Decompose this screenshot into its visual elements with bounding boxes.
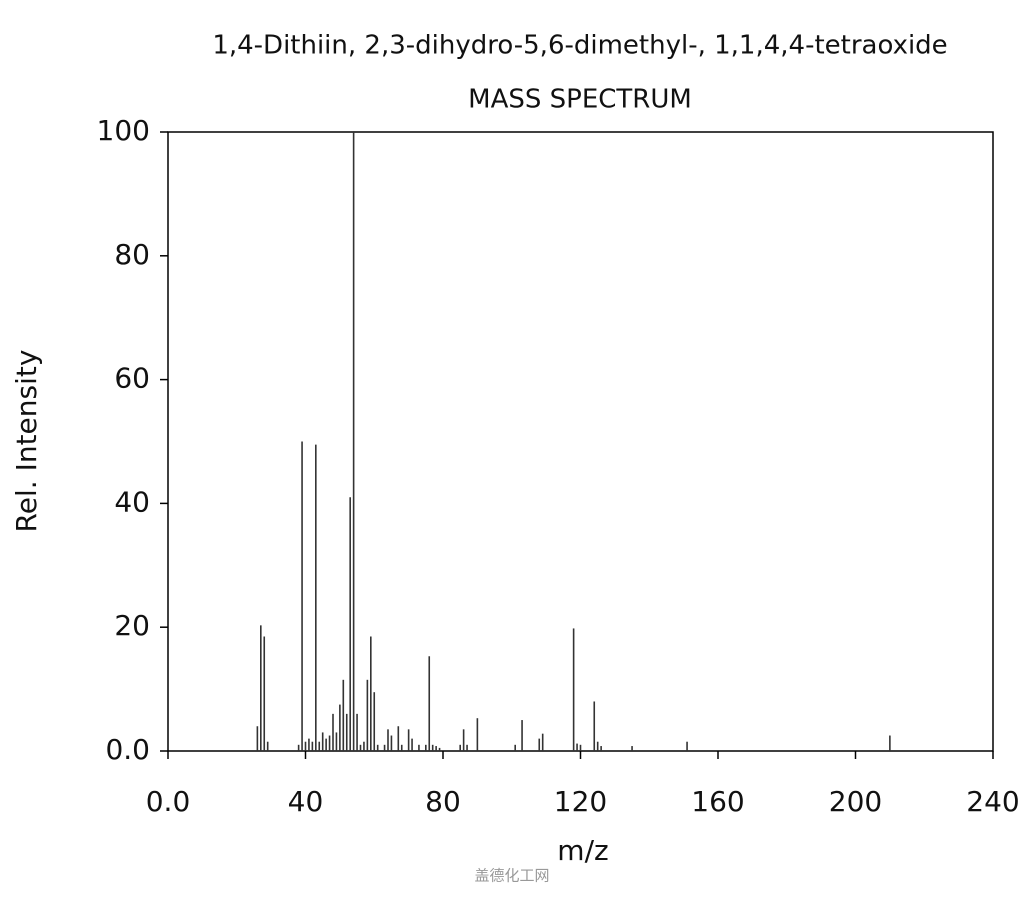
plot-frame [167, 131, 994, 752]
x-tick-label: 240 [966, 785, 1019, 818]
y-tick-label: 40 [114, 485, 150, 518]
y-axis-label: Rel. Intensity [10, 350, 43, 533]
x-tick-label: 120 [554, 785, 607, 818]
chart-title: 1,4-Dithiin, 2,3-dihydro-5,6-dimethyl-, … [212, 31, 947, 61]
x-tick-label: 160 [691, 785, 744, 818]
y-tick-label: 60 [114, 362, 150, 395]
x-axis-label: m/z [557, 834, 608, 867]
x-tick-label: 0.0 [146, 785, 191, 818]
watermark: 盖德化工网 [474, 867, 549, 885]
x-tick-label: 80 [425, 785, 461, 818]
y-tick-label: 100 [97, 114, 150, 147]
y-tick-label: 20 [114, 609, 150, 642]
x-tick-label: 40 [288, 785, 324, 818]
x-tick-label: 200 [829, 785, 882, 818]
y-tick-label: 80 [114, 238, 150, 271]
y-tick-label: 0.0 [105, 733, 150, 766]
chart-subtitle: MASS SPECTRUM [468, 85, 692, 115]
